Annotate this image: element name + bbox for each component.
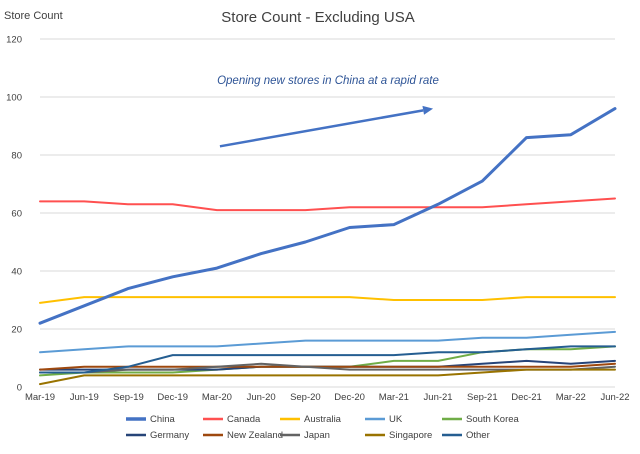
y-tick-labels: 0 20 40 60 80 100 120 [6, 35, 22, 394]
y-tick-40: 40 [11, 267, 22, 278]
y-tick-60: 60 [11, 209, 22, 220]
series-line-new-zealand [39, 362, 616, 371]
legend-label-south-korea: South Korea [466, 414, 520, 425]
legend-label-germany: Germany [150, 430, 189, 441]
annotation-arrow-head [422, 105, 434, 115]
x-tick-dec-19: Dec-19 [157, 392, 188, 403]
legend-item-canada: Canada [203, 414, 261, 425]
annotation-text: Opening new stores in China at a rapid r… [217, 75, 439, 87]
legend-label-uk: UK [389, 414, 403, 425]
x-tick-dec-21: Dec-21 [511, 392, 542, 403]
series-line-canada [39, 197, 616, 212]
y-tick-20: 20 [11, 325, 22, 336]
legend-label-canada: Canada [227, 414, 261, 425]
legend-item-australia: Australia [280, 414, 342, 425]
x-tick-jun-19: Jun-19 [70, 392, 99, 403]
x-tick-jun-20: Jun-20 [247, 392, 276, 403]
y-tick-100: 100 [6, 93, 22, 104]
legend-label-other: Other [466, 430, 490, 441]
legend: China Canada Australia UK South Korea Germany… [126, 414, 520, 441]
x-tick-jun-21: Jun-21 [424, 392, 453, 403]
series-line-other [39, 345, 616, 374]
legend-label-australia: Australia [304, 414, 342, 425]
x-tick-jun-22: Jun-22 [600, 392, 629, 403]
legend-item-germany: Germany [126, 430, 189, 441]
legend-item-new-zealand: New Zealand [203, 430, 283, 441]
x-tick-mar-20: Mar-20 [202, 392, 232, 403]
x-tick-sep-21: Sep-21 [467, 392, 498, 403]
legend-label-japan: Japan [304, 430, 330, 441]
legend-item-south-korea: South Korea [442, 414, 520, 425]
legend-item-other: Other [442, 430, 490, 441]
legend-label-china: China [150, 414, 176, 425]
gridlines [40, 38, 615, 388]
legend-item-china: China [126, 414, 176, 425]
series-line-australia [39, 296, 616, 304]
y-tick-0: 0 [17, 383, 22, 394]
legend-item-uk: UK [365, 414, 403, 425]
series-line-japan [39, 362, 616, 374]
x-tick-labels: Mar-19 Jun-19 Sep-19 Dec-19 Mar-20 Jun-20 Sep-… [25, 392, 630, 403]
y-tick-120: 120 [6, 35, 22, 46]
x-tick-dec-20: Dec-20 [334, 392, 365, 403]
x-tick-mar-22: Mar-22 [556, 392, 586, 403]
y-tick-80: 80 [11, 151, 22, 162]
series-line-singapore [39, 368, 616, 386]
series-line-china [38, 107, 617, 325]
legend-label-new-zealand: New Zealand [227, 430, 283, 441]
legend-label-singapore: Singapore [389, 430, 432, 441]
annotation-arrow-shaft [219, 109, 424, 148]
x-tick-sep-19: Sep-19 [113, 392, 144, 403]
x-tick-mar-21: Mar-21 [379, 392, 409, 403]
series-line-uk [39, 330, 616, 354]
x-tick-sep-20: Sep-20 [290, 392, 321, 403]
annotation: Opening new stores in China at a rapid r… [217, 75, 439, 148]
y-axis-label: Store Count [4, 10, 63, 22]
chart-title: Store Count - Excluding USA [221, 9, 414, 26]
x-tick-mar-19: Mar-19 [25, 392, 55, 403]
legend-item-japan: Japan [280, 430, 330, 441]
series-lines [38, 107, 617, 386]
legend-item-singapore: Singapore [365, 430, 432, 441]
